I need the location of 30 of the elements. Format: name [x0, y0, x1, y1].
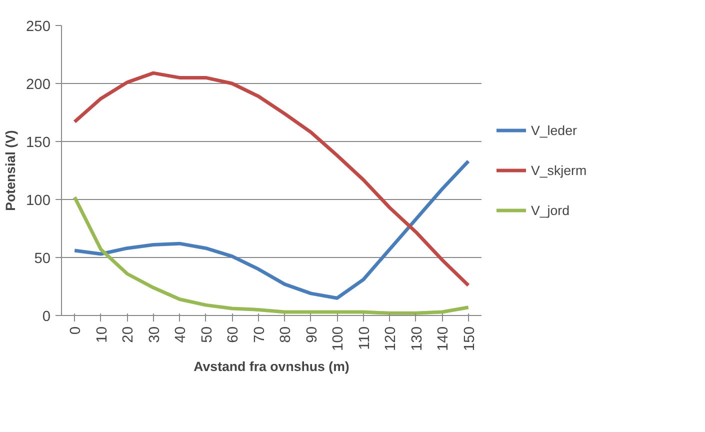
x-tick-label: 30 [146, 326, 163, 343]
y-tick-label: 0 [42, 309, 51, 325]
x-tick-label: 70 [252, 326, 268, 343]
x-tick-label: 120 [383, 326, 400, 351]
line-series [72, 159, 470, 300]
x-tick-label: 90 [304, 326, 320, 343]
y-tick-label: 100 [26, 193, 51, 209]
y-tick-label: 150 [26, 135, 51, 151]
x-tick-label: 110 [356, 326, 373, 350]
x-tick-label: 140 [436, 326, 452, 351]
y-tick-label: 200 [26, 77, 51, 93]
x-tick-label: 50 [199, 326, 216, 343]
x-tick-label: 80 [278, 326, 294, 343]
y-tick-label: 250 [26, 19, 51, 35]
x-tick-label: 100 [330, 326, 347, 351]
line-series [72, 195, 470, 315]
x-tick-label: 60 [226, 326, 242, 343]
line-series [72, 71, 470, 288]
legend-label: V_leder [531, 122, 577, 138]
x-axis-title: Avstand fra ovnshus (m) [194, 358, 350, 374]
legend-label: V_skjerm [531, 162, 587, 178]
x-tick-label: 20 [120, 326, 137, 343]
x-tick-label: 0 [68, 326, 84, 335]
y-axis-title: Potensial (V) [3, 130, 18, 211]
x-tick-label: 150 [462, 326, 478, 351]
y-tick-label: 50 [34, 251, 51, 267]
x-tick-label: 40 [173, 326, 190, 343]
x-tick-label: 10 [94, 326, 110, 343]
legend-label: V_jord [531, 202, 570, 218]
x-tick-label: 130 [409, 326, 426, 351]
